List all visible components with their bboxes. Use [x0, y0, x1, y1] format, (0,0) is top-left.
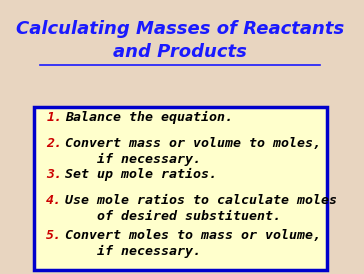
Text: Set up mole ratios.: Set up mole ratios. [65, 168, 217, 181]
Text: 5.: 5. [46, 229, 62, 242]
Text: Use mole ratios to calculate moles
    of desired substituent.: Use mole ratios to calculate moles of de… [65, 194, 337, 223]
Text: 3.: 3. [46, 168, 62, 181]
Text: 4.: 4. [46, 194, 62, 207]
Text: 2.: 2. [46, 137, 62, 150]
Text: Convert mass or volume to moles,
    if necessary.: Convert mass or volume to moles, if nece… [65, 137, 321, 166]
Text: Calculating Masses of Reactants
and Products: Calculating Masses of Reactants and Prod… [16, 20, 344, 61]
Text: Convert moles to mass or volume,
    if necessary.: Convert moles to mass or volume, if nece… [65, 229, 321, 258]
Text: 1.: 1. [46, 111, 62, 124]
Text: Balance the equation.: Balance the equation. [65, 111, 233, 124]
FancyBboxPatch shape [34, 107, 327, 270]
